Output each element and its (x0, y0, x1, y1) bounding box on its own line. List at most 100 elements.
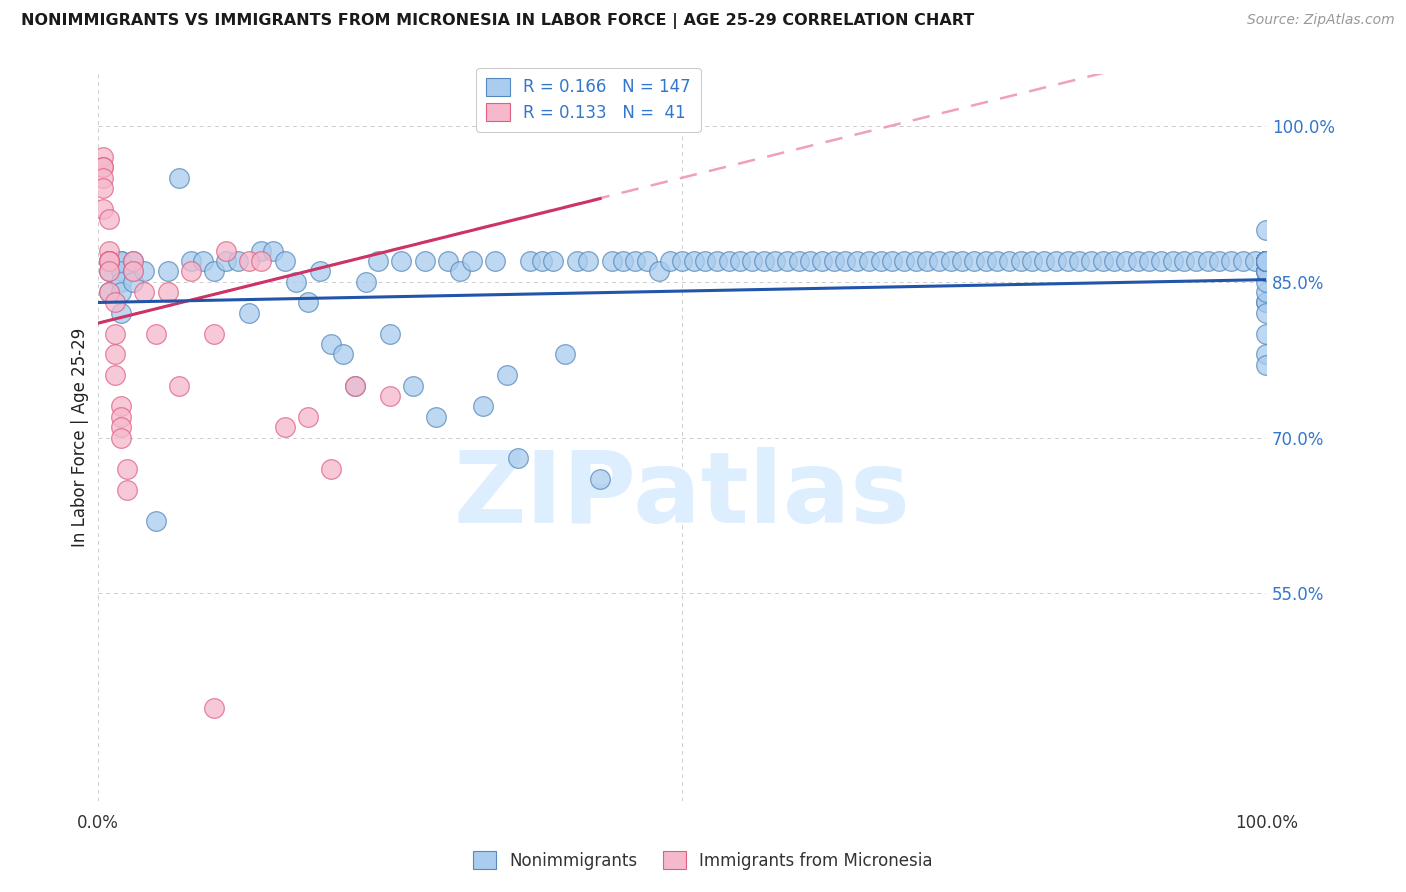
Point (612, 254, 634, 268)
Point (134, 264, 156, 278)
Point (308, 264, 330, 278)
Point (904, 254, 927, 268)
Point (121, 264, 143, 278)
Point (1256, 254, 1278, 268)
Point (1256, 254, 1278, 268)
Point (145, 514, 167, 528)
Point (191, 254, 214, 268)
Point (1256, 254, 1278, 268)
Point (1091, 254, 1114, 268)
Point (110, 400, 132, 414)
Point (1256, 254, 1278, 268)
Point (449, 264, 471, 278)
Point (508, 451, 530, 466)
Point (321, 461, 343, 475)
Point (1256, 254, 1278, 268)
Point (554, 347, 576, 361)
Point (1069, 254, 1091, 268)
Point (624, 254, 647, 268)
Point (1056, 254, 1078, 268)
Point (1256, 254, 1278, 268)
Point (1256, 223, 1278, 237)
Point (98, 264, 121, 278)
Point (121, 254, 143, 268)
Point (695, 254, 717, 268)
Point (1256, 254, 1278, 268)
Point (115, 483, 138, 497)
Point (273, 420, 295, 434)
Text: Source: ZipAtlas.com: Source: ZipAtlas.com (1247, 13, 1395, 28)
Point (963, 254, 986, 268)
Point (834, 254, 856, 268)
Point (1256, 347, 1278, 361)
Point (110, 254, 132, 268)
Point (1256, 254, 1278, 268)
Legend: Nonimmigrants, Immigrants from Micronesia: Nonimmigrants, Immigrants from Micronesi… (467, 845, 939, 877)
Point (121, 275, 143, 289)
Y-axis label: In Labor Force | Age 25-29: In Labor Force | Age 25-29 (72, 328, 89, 547)
Point (93, 161, 115, 175)
Point (93, 181, 115, 195)
Point (1232, 254, 1254, 268)
Point (169, 170, 191, 185)
Point (1256, 254, 1278, 268)
Point (1256, 254, 1278, 268)
Point (98, 254, 121, 268)
Point (882, 254, 904, 268)
Point (998, 254, 1021, 268)
Point (145, 326, 167, 341)
Point (204, 264, 226, 278)
Point (93, 161, 115, 175)
Point (238, 254, 260, 268)
Point (1256, 254, 1278, 268)
Point (110, 254, 132, 268)
Point (1256, 285, 1278, 299)
Point (180, 254, 202, 268)
Point (285, 275, 308, 289)
Point (811, 254, 834, 268)
Point (1256, 254, 1278, 268)
Point (156, 285, 179, 299)
Point (1256, 254, 1278, 268)
Point (1150, 254, 1173, 268)
Point (343, 378, 366, 392)
Point (93, 170, 115, 185)
Point (1126, 254, 1149, 268)
Point (1256, 254, 1278, 268)
Point (706, 254, 728, 268)
Point (858, 254, 880, 268)
Point (893, 254, 915, 268)
Point (378, 326, 401, 341)
Point (1137, 254, 1160, 268)
Point (1256, 254, 1278, 268)
Point (169, 378, 191, 392)
Point (378, 389, 401, 403)
Point (682, 254, 704, 268)
Point (134, 285, 156, 299)
Point (530, 254, 553, 268)
Point (215, 254, 238, 268)
Point (98, 264, 121, 278)
Point (600, 254, 623, 268)
Point (589, 472, 612, 486)
Point (1080, 254, 1102, 268)
Point (1256, 264, 1278, 278)
Point (1256, 254, 1278, 268)
Point (98, 212, 121, 227)
Point (1256, 254, 1278, 268)
Point (846, 254, 869, 268)
Point (752, 254, 775, 268)
Point (1256, 254, 1278, 268)
Text: ZIPatlas: ZIPatlas (454, 447, 910, 544)
Point (1256, 254, 1278, 268)
Point (974, 254, 997, 268)
Point (413, 254, 436, 268)
Point (1256, 295, 1278, 310)
Point (250, 244, 273, 258)
Point (98, 285, 121, 299)
Point (1256, 254, 1278, 268)
Point (356, 275, 378, 289)
Point (939, 254, 962, 268)
Point (156, 264, 179, 278)
Point (297, 295, 319, 310)
